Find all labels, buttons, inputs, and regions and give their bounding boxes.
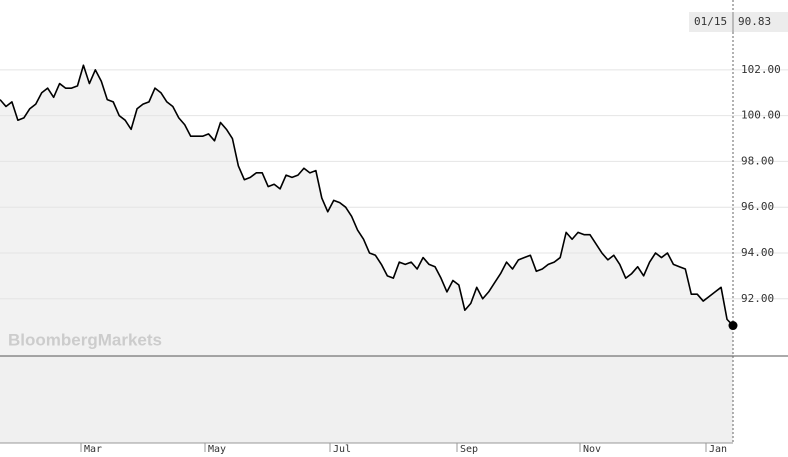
x-tick-label: May <box>208 444 226 455</box>
x-tick-label: Nov <box>583 444 601 455</box>
area <box>0 65 733 356</box>
x-tick-label: Mar <box>84 444 102 455</box>
x-tick-label: Jul <box>333 444 351 455</box>
y-tick-label: 94.00 <box>741 246 774 259</box>
y-tick-label: 92.00 <box>741 292 774 305</box>
value-box <box>689 12 788 32</box>
x-tick-label: Sep <box>460 444 478 455</box>
watermark: BloombergMarkets <box>8 330 162 349</box>
y-tick-label: 102.00 <box>741 63 781 76</box>
x-tick-label: Jan <box>709 444 727 455</box>
lower-panel <box>0 356 733 443</box>
y-tick-label: 100.00 <box>741 109 781 122</box>
last-value: 90.83 <box>738 15 771 28</box>
last-date: 01/15 <box>694 15 727 28</box>
y-tick-label: 98.00 <box>741 154 774 167</box>
last-point <box>728 321 738 331</box>
y-tick-label: 96.00 <box>741 200 774 213</box>
line <box>0 64 734 327</box>
